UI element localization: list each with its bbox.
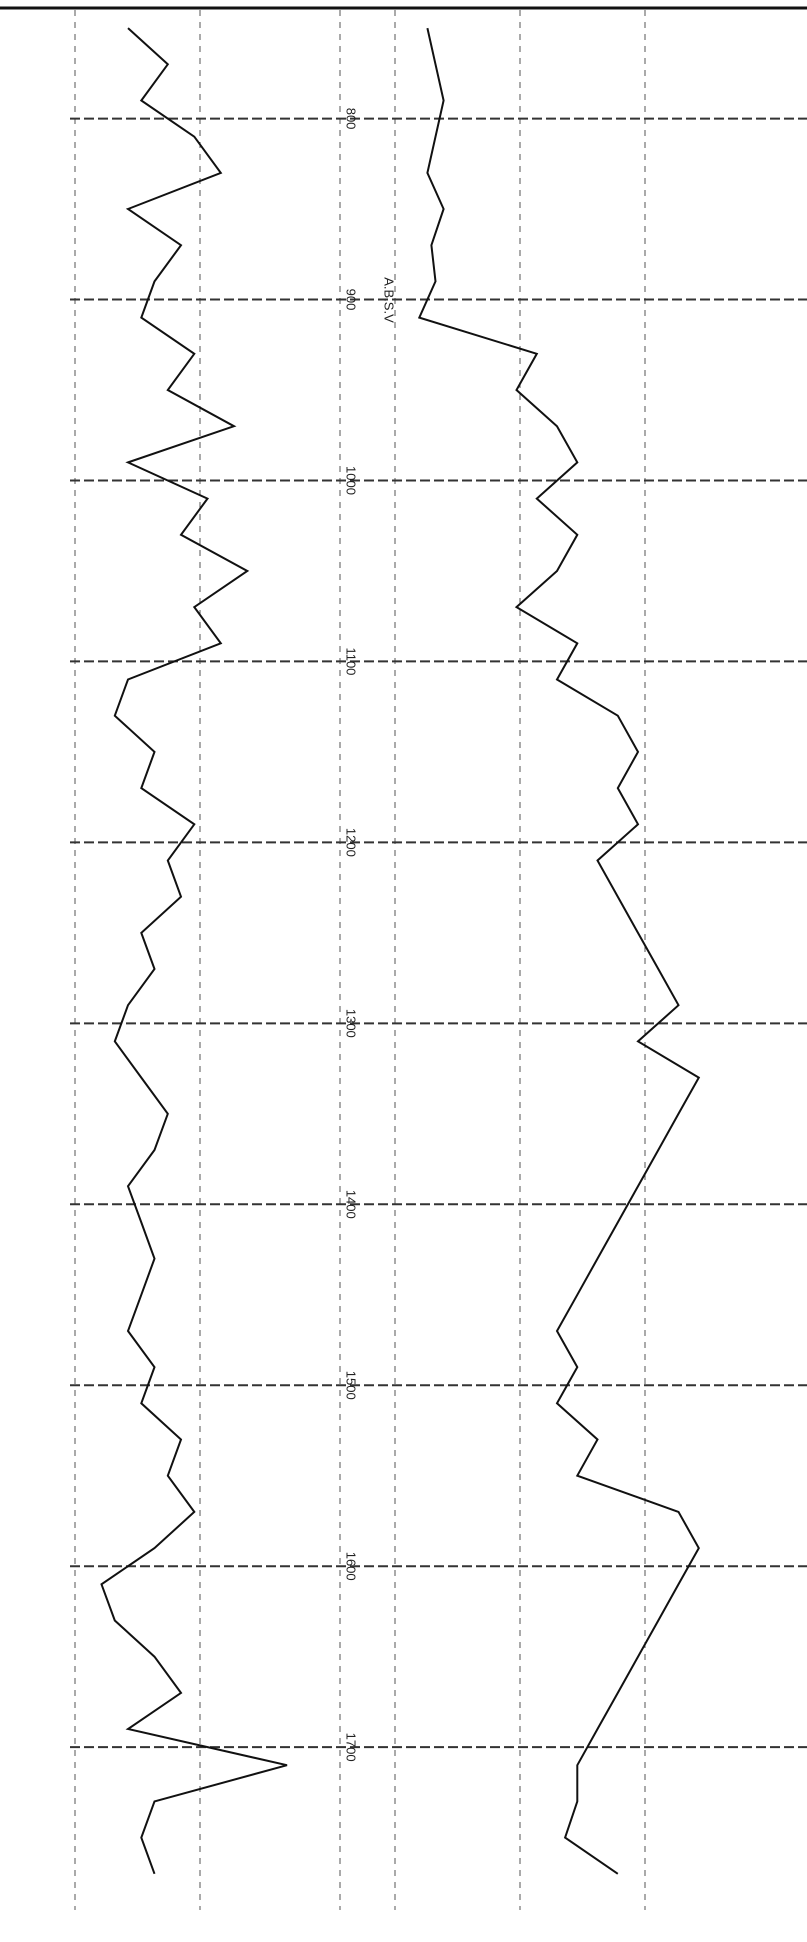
- depth-label: 1200: [344, 828, 359, 857]
- depth-label: 1700: [344, 1733, 359, 1762]
- log-curve: [417, 27, 701, 1875]
- depth-label: 1300: [344, 1009, 359, 1038]
- annotation: A.B.S.V: [382, 277, 397, 323]
- depth-label: 1400: [344, 1190, 359, 1219]
- depth-label: 900: [344, 289, 359, 311]
- depth-label: 1500: [344, 1371, 359, 1400]
- depth-label: 1100: [344, 647, 359, 675]
- log-curve: [100, 27, 288, 1875]
- depth-label: 1000: [344, 466, 359, 495]
- depth-label: 1600: [344, 1552, 359, 1581]
- depth-label: 800: [344, 108, 359, 130]
